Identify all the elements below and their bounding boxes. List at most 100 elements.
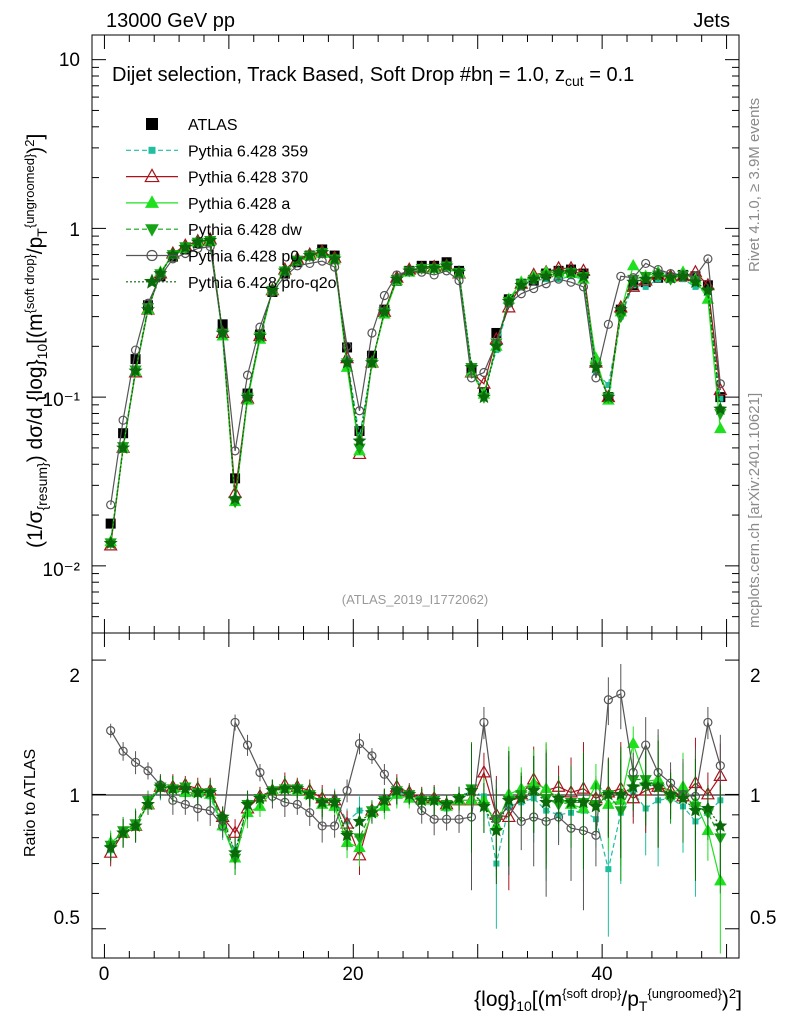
data-point: [626, 779, 641, 793]
data-point: [700, 801, 715, 815]
data-point: [180, 799, 190, 809]
data-point: [118, 415, 128, 425]
main-ytick-label: 1: [69, 220, 80, 241]
data-point: [242, 740, 253, 750]
data-point: [302, 787, 317, 801]
data-point: [116, 440, 131, 454]
data-point: [315, 245, 330, 259]
data-point: [501, 293, 516, 308]
data-point: [663, 270, 678, 284]
data-point: [265, 783, 280, 797]
series-line-pp0: [110, 245, 721, 505]
series-line-p359: [110, 788, 721, 870]
ratio-series-pdw: [104, 740, 727, 894]
data-point: [352, 814, 367, 828]
data-point: [128, 363, 143, 377]
legend-marker-atlas: [146, 118, 158, 130]
series-line-pa: [110, 741, 721, 882]
data-point: [642, 283, 649, 290]
legend-marker-p370: [144, 168, 160, 183]
data-point: [327, 251, 342, 265]
data-point: [713, 401, 728, 415]
plot-title: Dijet selection, Track Based, Soft Drop …: [112, 64, 635, 89]
data-point: [128, 818, 143, 832]
ratio-series-ppro: [103, 740, 728, 884]
legend-label-pa: Pythia 6.428 a: [188, 196, 290, 213]
main-ytick-label: 10⁻²: [43, 560, 81, 581]
data-point: [215, 325, 230, 339]
data-point: [613, 302, 628, 316]
data-point: [118, 746, 128, 756]
data-point: [402, 263, 417, 277]
data-point: [464, 360, 479, 374]
data-point: [641, 740, 651, 750]
data-point: [439, 797, 454, 811]
data-point: [377, 304, 392, 318]
data-point: [230, 473, 241, 484]
main-ytick-label: 10⁻¹: [43, 390, 81, 411]
data-point: [116, 825, 131, 839]
legend: ATLAS Pythia 6.428 359 Pythia 6.428 370 Pyt…: [126, 117, 337, 292]
data-point: [364, 805, 379, 819]
data-point: [576, 794, 591, 809]
data-point: [489, 823, 504, 837]
data-point: [367, 751, 377, 761]
legend-label-p370: Pythia 6.428 370: [188, 170, 308, 187]
ratio-series-pa: [104, 726, 727, 954]
data-point: [290, 252, 305, 266]
data-point: [367, 328, 377, 338]
data-point: [342, 785, 352, 796]
data-point: [539, 268, 554, 283]
xtick-label: 0: [99, 964, 110, 985]
series-line-pp0: [110, 693, 721, 837]
data-point: [292, 799, 302, 809]
data-point: [514, 277, 529, 292]
series-line-ppro: [110, 239, 721, 544]
data-point: [479, 717, 489, 728]
data-point: [626, 258, 640, 271]
data-point: [105, 518, 116, 529]
data-point: [626, 274, 641, 289]
data-point: [442, 814, 452, 824]
data-point: [317, 821, 327, 831]
data-point: [601, 787, 616, 801]
data-point: [676, 790, 690, 805]
data-point: [290, 781, 305, 795]
data-point: [564, 264, 578, 279]
data-point: [466, 373, 477, 383]
data-point: [489, 339, 504, 353]
data-point: [713, 818, 728, 832]
data-point: [242, 370, 253, 380]
data-point: [379, 769, 389, 779]
series-curves: [103, 231, 728, 954]
data-point: [317, 256, 327, 266]
data-point: [605, 866, 612, 873]
data-point: [178, 781, 193, 795]
data-point: [688, 803, 703, 817]
ratio-ytick-label-right: 0.5: [750, 908, 776, 929]
data-point: [230, 717, 240, 728]
data-point: [414, 261, 429, 275]
data-point: [479, 367, 489, 378]
data-point: [143, 766, 153, 776]
data-point: [476, 764, 491, 778]
ratio-ytick-label-right: 2: [750, 666, 761, 687]
data-point: [578, 282, 589, 292]
data-point: [190, 234, 205, 248]
data-point: [330, 821, 340, 831]
data-point: [377, 793, 392, 807]
data-point: [205, 805, 215, 816]
data-point: [106, 726, 116, 736]
data-point: [305, 258, 315, 269]
data-point: [714, 421, 727, 434]
legend-label-p359: Pythia 6.428 359: [188, 143, 308, 160]
energy-label: 13000 GeV pp: [106, 10, 235, 32]
data-point: [427, 261, 442, 275]
data-point: [700, 282, 715, 297]
ratio-ytick-label: 2: [69, 666, 80, 687]
data-point: [103, 840, 118, 854]
data-point: [514, 790, 529, 805]
data-point: [178, 240, 193, 254]
data-point: [454, 814, 464, 824]
data-point: [153, 266, 168, 280]
